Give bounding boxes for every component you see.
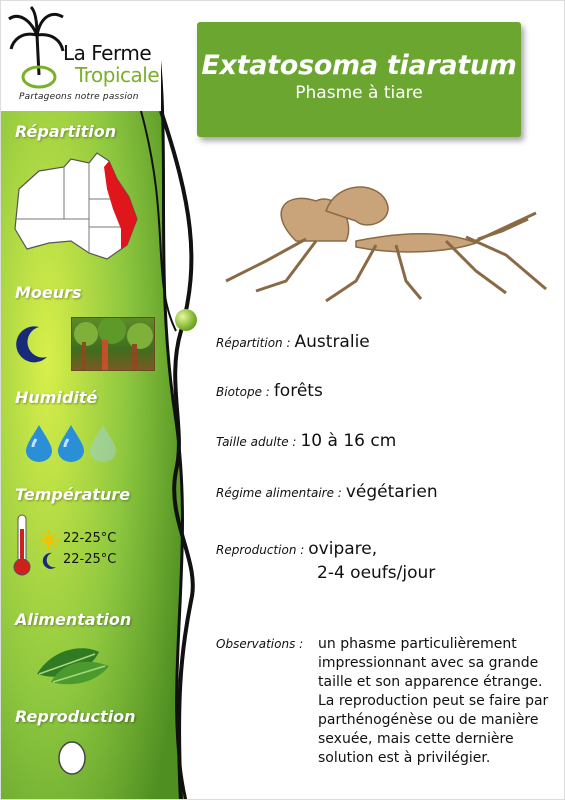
value-biotope: forêts	[273, 381, 323, 401]
sidebar-label-humidite: Humidité	[15, 388, 98, 407]
temperature-night: 22-25°C	[63, 552, 117, 567]
logo-text-line1: La Ferme	[63, 41, 152, 65]
thermometer-icon	[13, 514, 31, 576]
sidebar-label-moeurs: Moeurs	[15, 283, 82, 302]
vine-bead-ornament	[175, 309, 197, 331]
stick-insect-image	[225, 186, 547, 303]
info-row-taille: Taille adulte :10 à 16 cm	[216, 431, 396, 451]
label-taille: Taille adulte :	[216, 435, 297, 449]
value-taille: 10 à 16 cm	[300, 431, 397, 451]
australia-map-icon	[14, 152, 138, 260]
sidebar: La Ferme Tropicale Partageons notre pass…	[1, 1, 201, 799]
title-box: Extatosoma tiaratum Phasme à tiare	[197, 22, 521, 137]
info-row-regime: Régime alimentaire : végétarien	[216, 482, 438, 502]
logo-text-line2: Tropicale	[75, 63, 160, 87]
forest-icon	[74, 316, 153, 370]
water-drop-faded-icon	[90, 425, 116, 462]
info-row-reproduction: Reproduction : ovipare,	[216, 539, 377, 559]
moon-small-icon	[42, 552, 56, 569]
egg-icon	[58, 741, 86, 775]
sidebar-label-reproduction: Reproduction	[15, 707, 136, 726]
common-name: Phasme à tiare	[295, 83, 423, 103]
species-name: Extatosoma tiaratum	[201, 50, 517, 81]
sidebar-label-temperature: Température	[15, 485, 131, 504]
forest-habitat-image	[71, 316, 155, 371]
water-drop-icon	[58, 425, 84, 462]
leaves-food-icon	[37, 648, 109, 685]
temperature-day: 22-25°C	[63, 531, 117, 546]
info-row-biotope: Biotope : forêts	[216, 381, 323, 401]
label-observations: Observations :	[216, 637, 304, 651]
value-reproduction-2: 2-4 oeufs/jour	[317, 563, 436, 583]
info-row-repartition: Répartition : Australie	[216, 332, 370, 352]
palm-tree-logo-icon	[8, 5, 65, 89]
label-reproduction: Reproduction :	[216, 543, 305, 557]
value-repartition: Australie	[294, 332, 370, 352]
logo: La Ferme Tropicale Partageons notre pass…	[1, 1, 161, 111]
sidebar-label-repartition: Répartition	[15, 122, 117, 141]
water-drop-icon	[26, 425, 52, 462]
value-regime: végétarien	[345, 482, 438, 502]
label-repartition: Répartition :	[216, 336, 291, 350]
sun-icon	[39, 530, 59, 550]
value-observations: un phasme particulièrement impressionnan…	[318, 636, 549, 766]
label-biotope: Biotope :	[216, 385, 270, 399]
logo-tagline: Partageons notre passion	[19, 92, 139, 102]
sidebar-label-alimentation: Alimentation	[15, 610, 132, 629]
value-reproduction-1: ovipare,	[308, 539, 378, 559]
label-regime: Régime alimentaire :	[216, 486, 342, 500]
moon-night-icon	[16, 326, 47, 363]
